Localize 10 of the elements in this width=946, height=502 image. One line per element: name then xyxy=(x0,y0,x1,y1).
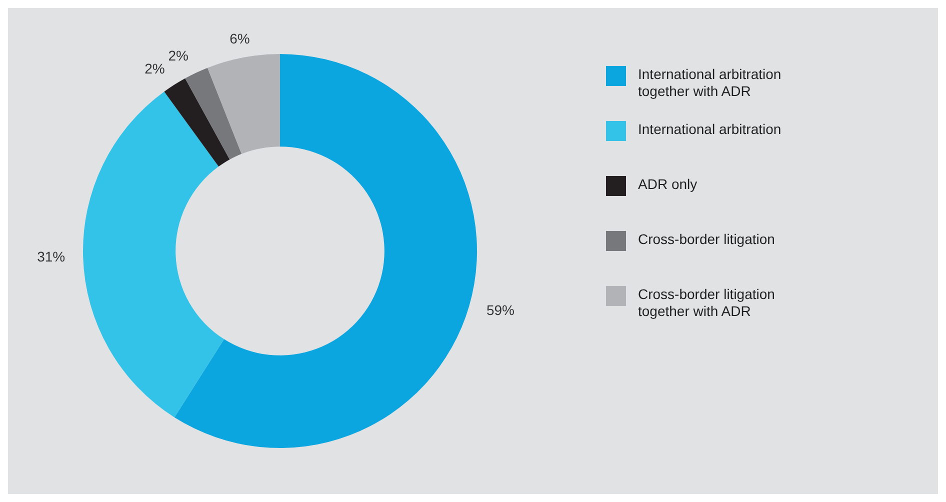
legend-label: Cross-border litigation xyxy=(638,231,776,248)
legend-label: International arbitration together with ADR xyxy=(638,66,782,100)
data-label: 59% xyxy=(486,302,514,318)
legend-label: ADR only xyxy=(638,176,698,193)
data-label: 2% xyxy=(144,60,165,76)
data-label: 31% xyxy=(37,248,66,265)
data-label: 2% xyxy=(168,47,188,64)
legend-label: Cross-border litigation together with ADR xyxy=(638,286,776,320)
data-label: 6% xyxy=(230,30,250,47)
legend-label: International arbitration xyxy=(638,121,782,138)
